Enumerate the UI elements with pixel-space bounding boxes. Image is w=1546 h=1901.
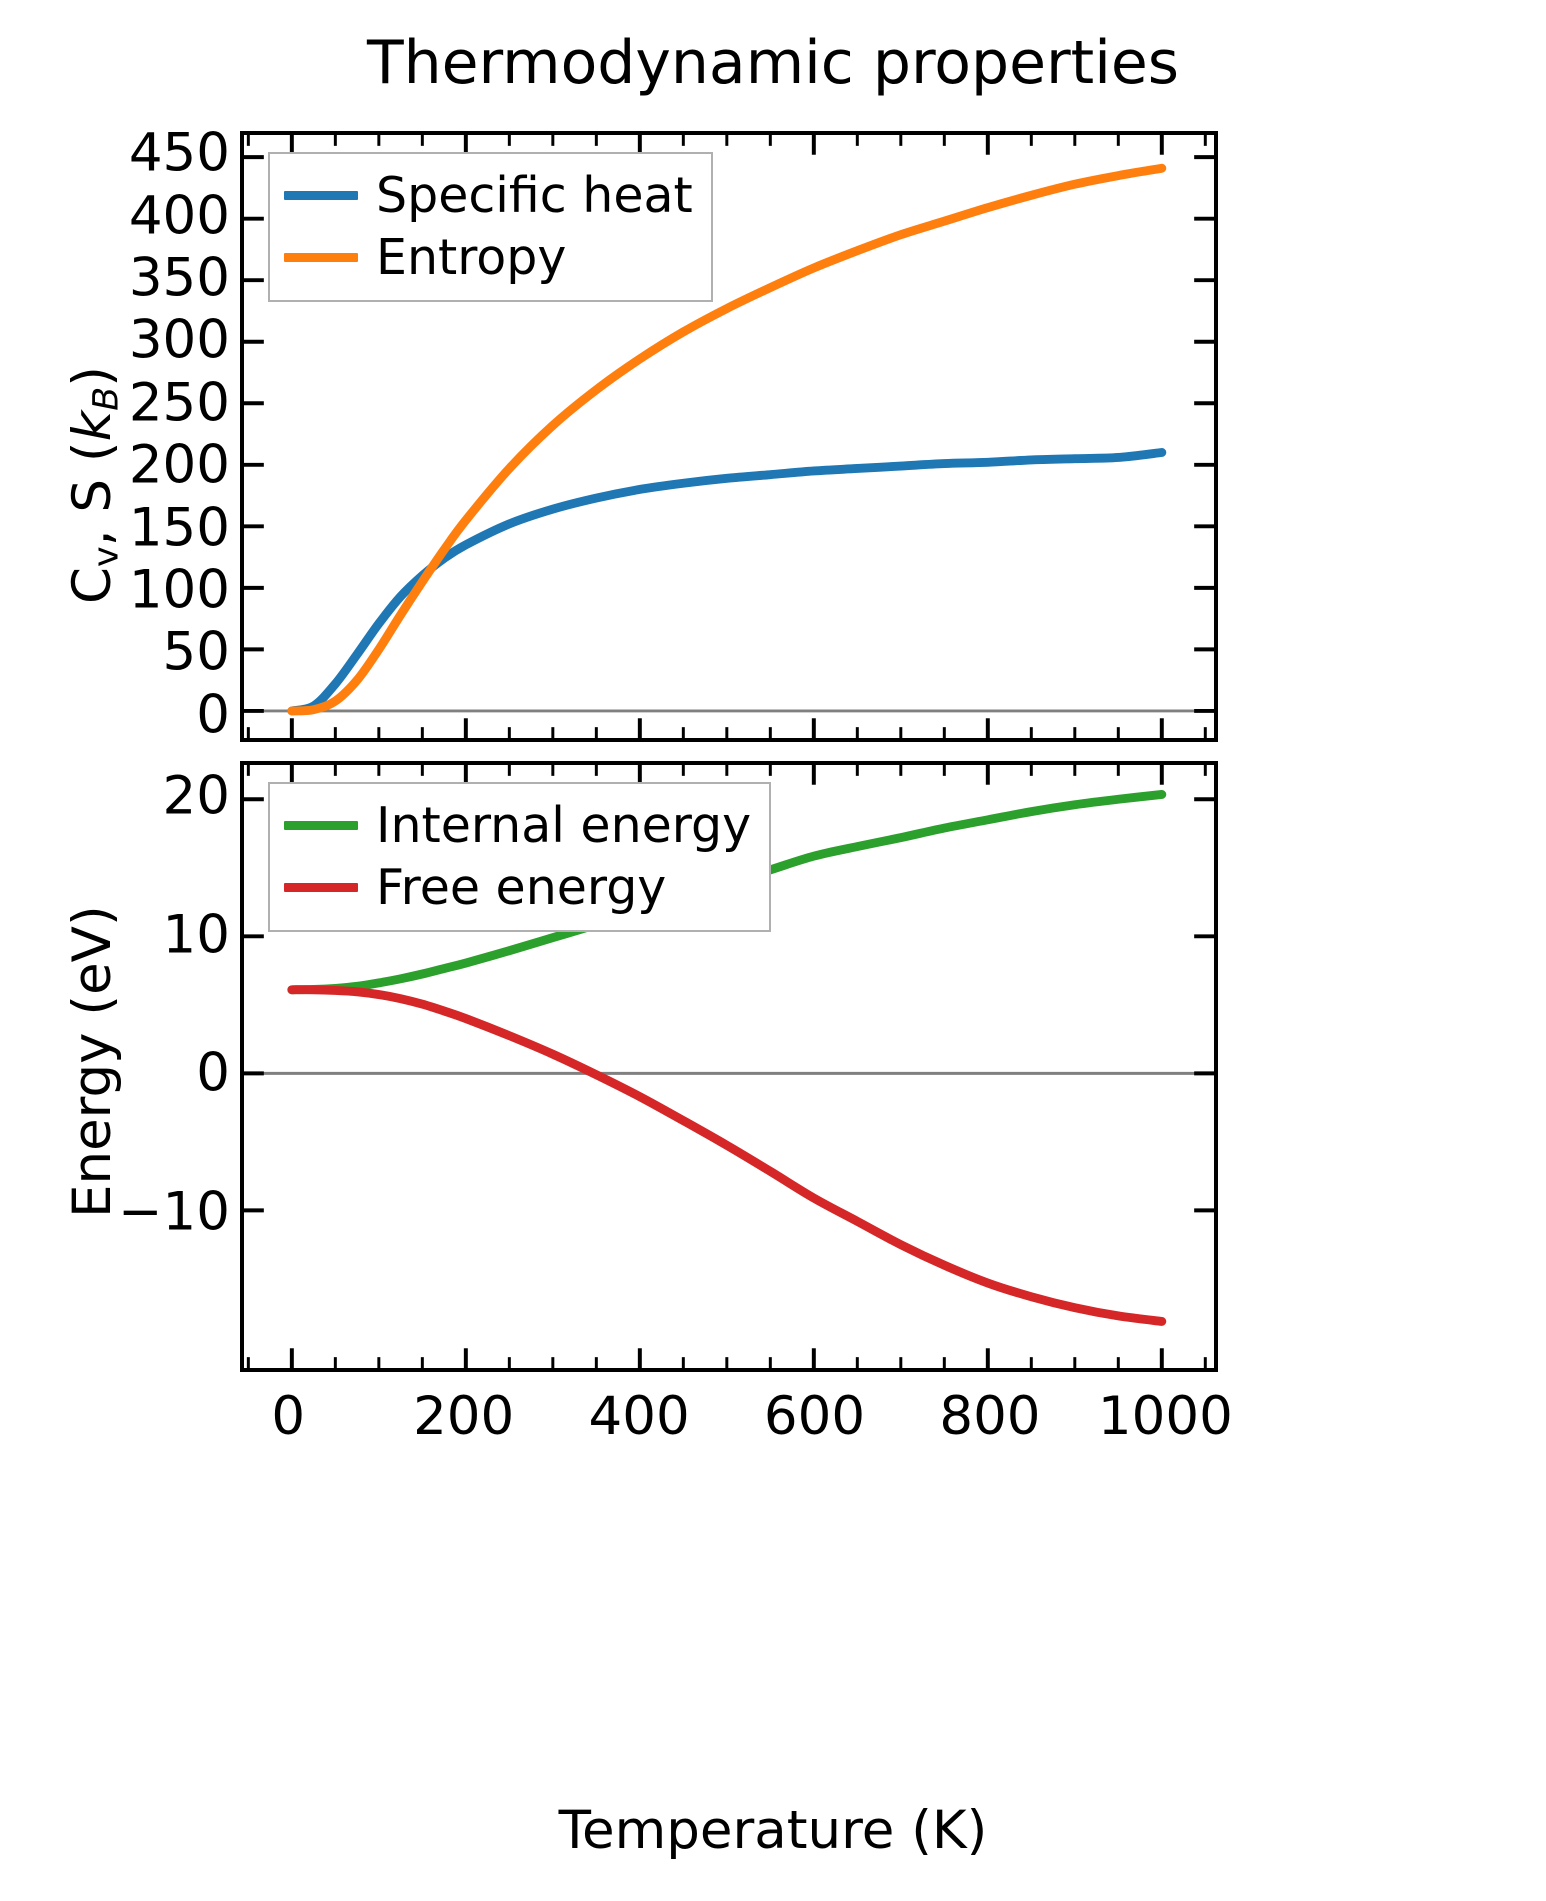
bottom-yaxis-label: Energy (eV) bbox=[62, 905, 123, 1218]
legend-swatch-entropy bbox=[284, 253, 358, 262]
ytick-label: 0 bbox=[196, 688, 230, 741]
legend-item-internal-energy[interactable]: Internal energy bbox=[284, 794, 751, 856]
xtick-label: 400 bbox=[589, 1390, 690, 1443]
yaxis-label-cv: Cv, S (kB) bbox=[62, 366, 123, 604]
xaxis-label: Temperature (K) bbox=[0, 1800, 1546, 1861]
ytick-label: 20 bbox=[163, 769, 230, 822]
legend-label-free-energy: Free energy bbox=[376, 863, 666, 912]
ytick-label: 300 bbox=[129, 314, 230, 367]
ytick-label: 0 bbox=[196, 1047, 230, 1100]
legend-swatch-free-energy bbox=[284, 883, 358, 892]
xtick-label: 600 bbox=[764, 1390, 865, 1443]
ytick-label: 200 bbox=[129, 439, 230, 492]
legend-swatch-specific-heat bbox=[284, 191, 358, 200]
top-yaxis-label: Cv, S (kB) bbox=[62, 366, 127, 604]
ytick-label: 350 bbox=[129, 252, 230, 305]
legend-item-free-energy[interactable]: Free energy bbox=[284, 856, 751, 918]
ytick-label: 150 bbox=[129, 501, 230, 554]
ytick-label: −10 bbox=[118, 1186, 230, 1239]
yaxis-label-kb-sub: B bbox=[87, 387, 127, 411]
yaxis-label-cv-sub: v bbox=[87, 546, 127, 567]
ytick-label: 450 bbox=[129, 127, 230, 180]
yaxis-label-kb: kB bbox=[62, 387, 123, 442]
ytick-label: 250 bbox=[129, 376, 230, 429]
legend-label-specific-heat: Specific heat bbox=[376, 171, 693, 220]
ytick-label: 100 bbox=[129, 563, 230, 616]
xtick-labels: 02004006008001000 bbox=[240, 1390, 1218, 1450]
ytick-label: 400 bbox=[129, 189, 230, 242]
legend-label-entropy: Entropy bbox=[376, 233, 566, 282]
xtick-label: 0 bbox=[271, 1390, 305, 1443]
ytick-label: 10 bbox=[163, 908, 230, 961]
xtick-label: 800 bbox=[939, 1390, 1040, 1443]
legend-swatch-internal-energy bbox=[284, 821, 358, 830]
page-title: Thermodynamic properties bbox=[0, 28, 1546, 98]
bottom-legend: Internal energy Free energy bbox=[268, 782, 771, 932]
ytick-label: 50 bbox=[163, 626, 230, 679]
legend-item-entropy[interactable]: Entropy bbox=[284, 226, 693, 288]
figure-canvas: Thermodynamic properties 050100150200250… bbox=[0, 0, 1546, 1901]
legend-label-internal-energy: Internal energy bbox=[376, 801, 751, 850]
top-legend: Specific heat Entropy bbox=[268, 152, 713, 302]
xtick-label: 1000 bbox=[1098, 1390, 1233, 1443]
legend-item-specific-heat[interactable]: Specific heat bbox=[284, 164, 693, 226]
xtick-label: 200 bbox=[413, 1390, 514, 1443]
